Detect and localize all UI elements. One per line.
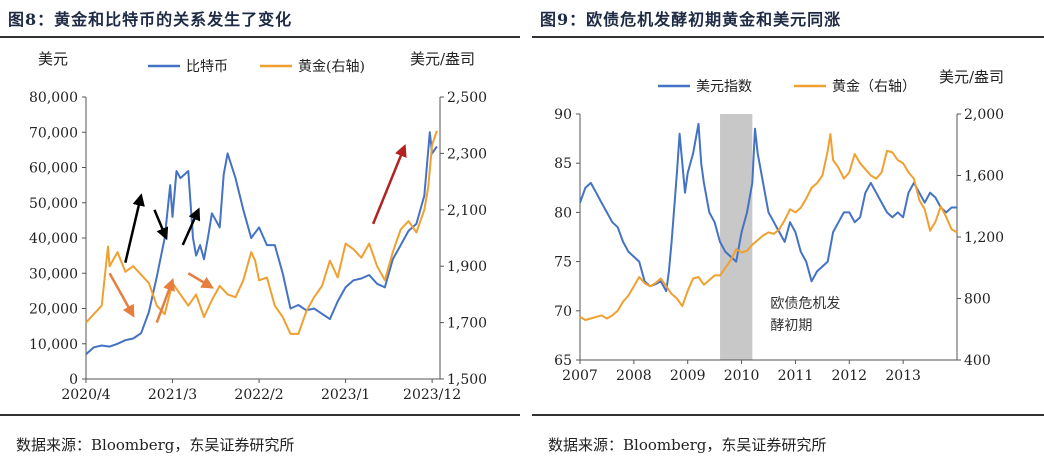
- right-tick-label: 400: [964, 353, 991, 369]
- x-tick-label: 2023/12: [403, 387, 461, 403]
- annotation-arrow: [187, 272, 215, 289]
- right-tick-label: 1,900: [447, 259, 487, 275]
- figure-8-bottom-rule: [0, 414, 520, 416]
- left-axis-unit: 美元: [38, 50, 68, 68]
- series-line-secondary: [85, 130, 438, 335]
- left-tick-label: 50,000: [29, 196, 78, 212]
- left-tick-label: 65: [554, 353, 572, 369]
- x-tick-label: 2007: [562, 368, 598, 384]
- right-tick-label: 2,000: [964, 107, 1004, 123]
- x-tick-label: 2012: [831, 368, 867, 384]
- legend-label: 黄金(右轴): [298, 58, 365, 75]
- right-tick-label: 2,300: [447, 146, 487, 162]
- figure-8-panel: 图8：黄金和比特币的关系发生了变化 0 10,000 20,000 30,000 40,…: [0, 0, 520, 461]
- x-tick-label: 2008: [616, 368, 652, 384]
- left-tick-label: 0: [69, 372, 78, 388]
- annotation-arrow: [124, 193, 145, 263]
- left-tick-label: 80,000: [29, 90, 78, 106]
- shaded-region-label: 酵初期: [770, 317, 812, 334]
- left-tick-label: 90: [554, 107, 572, 123]
- annotation-arrow: [153, 209, 169, 241]
- left-tick-label: 80: [554, 205, 572, 221]
- left-tick-label: 70,000: [29, 125, 78, 141]
- left-tick-label: 75: [554, 255, 572, 271]
- left-tick-label: 85: [554, 156, 572, 172]
- left-tick-label: 30,000: [29, 266, 78, 282]
- figure-8-title: 图8：黄金和比特币的关系发生了变化: [8, 10, 293, 29]
- series-line-secondary: [579, 133, 958, 321]
- annotation-arrow: [371, 144, 407, 225]
- x-tick-label: 2013: [885, 368, 921, 384]
- x-tick-label: 2023/1: [321, 387, 370, 403]
- x-tick-label: 2010: [724, 368, 760, 384]
- x-tick-label: 2021/3: [148, 387, 197, 403]
- right-axis-unit: 美元/盎司: [410, 50, 475, 68]
- x-tick-label: 2020/4: [61, 387, 110, 403]
- right-tick-label: 1,500: [447, 372, 487, 388]
- left-tick-label: 70: [554, 304, 572, 320]
- annotation-arrow: [155, 277, 175, 324]
- left-tick-label: 10,000: [29, 337, 78, 353]
- annotation-arrow: [108, 272, 135, 318]
- annotation-arrow: [181, 207, 201, 246]
- x-tick-label: 2022/2: [234, 387, 283, 403]
- series-line-primary: [85, 131, 438, 356]
- right-tick-label: 1,200: [964, 230, 1004, 246]
- figure-8-source: 数据来源：Bloomberg，东吴证券研究所: [16, 436, 295, 454]
- figure-9-title: 图9：欧债危机发酵初期黄金和美元同涨: [540, 10, 842, 29]
- right-tick-label: 1,700: [447, 316, 487, 332]
- x-tick-label: 2009: [670, 368, 706, 384]
- left-tick-label: 60,000: [29, 161, 78, 177]
- figure-9-top-rule: [532, 36, 1044, 38]
- series-line-primary: [579, 122, 957, 293]
- right-tick-label: 2,100: [447, 203, 487, 219]
- legend-label: 美元指数: [696, 79, 752, 95]
- dollar-gold-chart: 欧债危机发酵初期 65 70 75 80 85 90 400 800 1,200 1,600 2,00…: [554, 68, 1004, 384]
- shaded-region-label: 欧债危机发: [770, 296, 840, 312]
- right-tick-label: 2,500: [447, 90, 487, 106]
- right-tick-label: 800: [964, 292, 991, 308]
- figure-9-source: 数据来源：Bloomberg，东吴证券研究所: [548, 436, 827, 454]
- crisis-shaded-region: [720, 114, 753, 360]
- figure-8-top-rule: [0, 36, 520, 38]
- left-tick-label: 20,000: [29, 302, 78, 318]
- left-tick-label: 40,000: [29, 231, 78, 247]
- figure-9-bottom-rule: [532, 414, 1044, 416]
- x-tick-label: 2011: [778, 368, 814, 384]
- bitcoin-gold-chart: 0 10,000 20,000 30,000 40,000 50,000 60,000 70,…: [29, 50, 487, 403]
- legend-label: 比特币: [186, 59, 228, 75]
- figure-9-panel: 图9：欧债危机发酵初期黄金和美元同涨 欧债危机发酵初期 65 70 75 80 85 90 4…: [532, 0, 1044, 461]
- right-tick-label: 1,600: [964, 169, 1004, 185]
- legend-label: 黄金（右轴）: [832, 78, 916, 95]
- right-axis-unit: 美元/盎司: [939, 68, 1004, 86]
